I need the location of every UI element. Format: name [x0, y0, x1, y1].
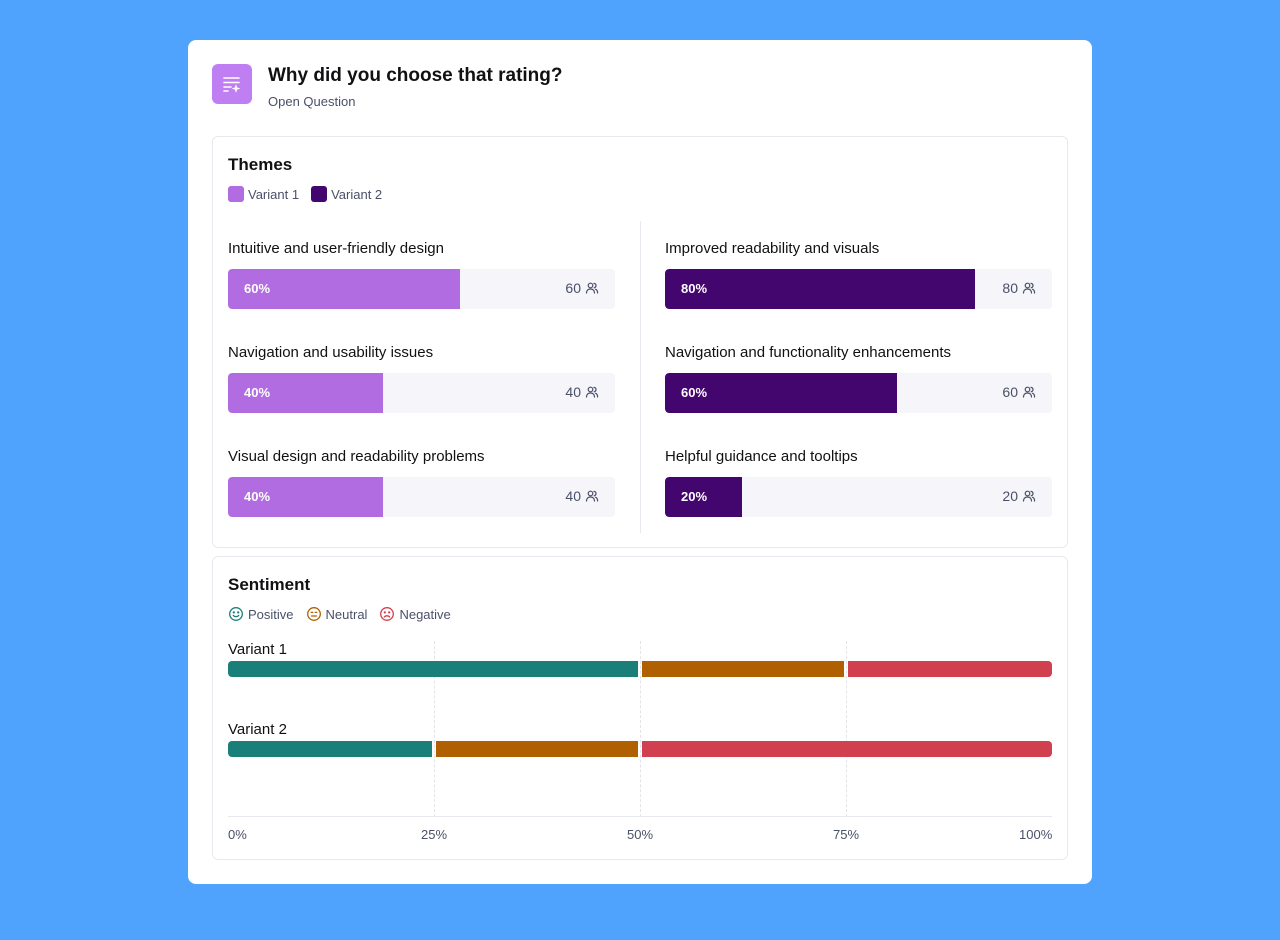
users-icon	[585, 490, 599, 502]
legend-label: Variant 1	[248, 186, 300, 202]
themes-panel: Themes Variant 1 Variant 2 Intuitive and…	[212, 136, 1068, 548]
frown-icon	[380, 607, 395, 621]
theme-percent: 40%	[244, 385, 271, 400]
x-tick-label: 0%	[228, 827, 247, 842]
x-tick-label: 75%	[833, 827, 860, 842]
theme-count: 60	[565, 280, 599, 296]
x-tick-label: 50%	[627, 827, 654, 842]
theme-count: 60	[1002, 384, 1036, 400]
theme-bar-track: 80% 80	[665, 269, 1052, 309]
grid-line	[434, 641, 435, 817]
users-icon	[585, 282, 599, 294]
theme-bar-track: 40% 40	[228, 373, 615, 413]
theme-bar-fill	[665, 477, 743, 517]
theme-bar-fill	[228, 269, 461, 309]
theme-count: 40	[565, 384, 599, 400]
sentiment-legend: Positive Neutral Negative	[228, 606, 463, 622]
theme-label: Helpful guidance and tooltips	[665, 448, 858, 465]
theme-bar-fill	[228, 477, 383, 517]
theme-label: Improved readability and visuals	[665, 240, 880, 257]
theme-label: Navigation and usability issues	[228, 344, 434, 361]
question-card: Why did you choose that rating? Open Que…	[188, 40, 1092, 884]
grid-line	[640, 641, 641, 817]
users-icon	[1022, 282, 1036, 294]
count-value: 40	[565, 488, 581, 504]
bar-segment-negative[interactable]	[642, 741, 1052, 757]
sentiment-panel: Sentiment Positive Neutral Negative Vari…	[212, 556, 1068, 860]
legend-label: Negative	[399, 606, 451, 622]
theme-item[interactable]: Navigation and usability issues 40% 40	[228, 341, 615, 445]
legend-label: Positive	[248, 606, 294, 622]
theme-bar-track: 40% 40	[228, 477, 615, 517]
count-value: 60	[565, 280, 581, 296]
x-tick-label: 25%	[421, 827, 448, 842]
theme-item[interactable]: Helpful guidance and tooltips 20% 20	[665, 445, 1052, 549]
bar-segment-neutral[interactable]	[436, 741, 638, 757]
legend-positive: Positive	[228, 606, 294, 622]
theme-percent: 40%	[244, 489, 271, 504]
theme-label: Visual design and readability problems	[228, 448, 485, 465]
bar-segment-positive[interactable]	[228, 661, 638, 677]
legend-label: Variant 2	[331, 186, 383, 202]
variant-2-themes: Improved readability and visuals 80% 80 …	[665, 237, 1052, 549]
theme-label: Intuitive and user-friendly design	[228, 240, 444, 257]
theme-percent: 60%	[681, 385, 708, 400]
sentiment-title: Sentiment	[228, 575, 311, 594]
legend-label: Neutral	[325, 606, 368, 622]
question-type: Open Question	[268, 94, 356, 109]
legend-variant-2: Variant 2	[311, 186, 382, 202]
bar-segment-negative[interactable]	[848, 661, 1052, 677]
theme-count: 80	[1002, 280, 1036, 296]
theme-bar-fill	[665, 373, 898, 413]
users-icon	[1022, 386, 1036, 398]
themes-legend: Variant 1 Variant 2	[228, 186, 394, 202]
legend-neutral: Neutral	[306, 606, 368, 622]
users-icon	[1022, 490, 1036, 502]
ai-text-icon	[212, 64, 252, 104]
theme-bar-fill	[665, 269, 975, 309]
theme-item[interactable]: Intuitive and user-friendly design 60% 6…	[228, 237, 615, 341]
theme-bar-fill	[228, 373, 383, 413]
theme-percent: 80%	[681, 281, 708, 296]
legend-swatch-variant-1	[228, 186, 244, 202]
theme-item[interactable]: Improved readability and visuals 80% 80	[665, 237, 1052, 341]
count-value: 80	[1002, 280, 1018, 296]
row-label: Variant 2	[228, 721, 287, 738]
column-divider	[640, 221, 641, 533]
count-value: 20	[1002, 488, 1018, 504]
sentiment-chart: Variant 1 Variant 2 0% 25% 50% 75% 100%	[228, 641, 1053, 842]
theme-bar-track: 60% 60	[665, 373, 1052, 413]
bar-segment-positive[interactable]	[228, 741, 432, 757]
question-title: Why did you choose that rating?	[268, 65, 563, 86]
theme-percent: 20%	[681, 489, 708, 504]
themes-title: Themes	[228, 155, 293, 174]
neutral-face-icon	[306, 607, 321, 621]
legend-swatch-variant-2	[311, 186, 328, 202]
users-icon	[585, 386, 599, 398]
x-tick-label: 100%	[1019, 827, 1053, 842]
grid-line	[846, 641, 847, 817]
variant-1-themes: Intuitive and user-friendly design 60% 6…	[228, 237, 615, 549]
bar-segment-neutral[interactable]	[642, 661, 844, 677]
theme-item[interactable]: Navigation and functionality enhancement…	[665, 341, 1052, 445]
theme-label: Navigation and functionality enhancement…	[665, 344, 952, 361]
legend-negative: Negative	[379, 606, 451, 622]
theme-count: 20	[1002, 488, 1036, 504]
theme-bar-track: 60% 60	[228, 269, 615, 309]
theme-bar-track: 20% 20	[665, 477, 1052, 517]
row-label: Variant 1	[228, 641, 287, 658]
legend-variant-1: Variant 1	[228, 186, 299, 202]
x-axis-line	[228, 816, 1052, 817]
theme-count: 40	[565, 488, 599, 504]
theme-item[interactable]: Visual design and readability problems 4…	[228, 445, 615, 549]
count-value: 40	[565, 384, 581, 400]
count-value: 60	[1002, 384, 1018, 400]
smile-icon	[229, 607, 243, 621]
theme-percent: 60%	[244, 281, 271, 296]
